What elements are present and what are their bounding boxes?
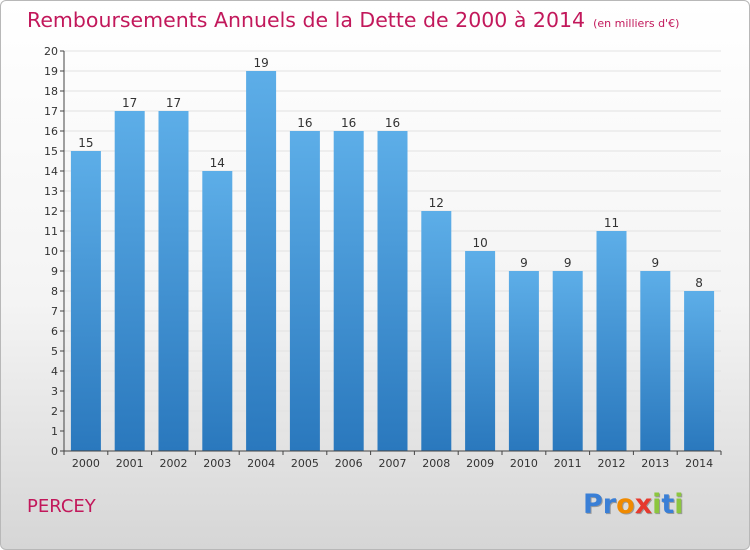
x-tick-label: 2003 — [203, 457, 231, 470]
bar — [508, 271, 539, 451]
y-tick-label: 18 — [44, 85, 58, 98]
x-tick-label: 2013 — [641, 457, 669, 470]
place-name: PERCEY — [27, 496, 96, 517]
bar — [114, 111, 145, 451]
x-tick-label: 2000 — [72, 457, 100, 470]
logo-letter: o — [616, 489, 635, 520]
y-tick-label: 0 — [51, 445, 58, 458]
bar — [465, 251, 496, 451]
bar-value-label: 11 — [604, 216, 619, 230]
y-tick-label: 16 — [44, 125, 58, 138]
bar-value-label: 16 — [385, 116, 400, 130]
y-tick-label: 5 — [51, 345, 58, 358]
chart-title: Remboursements Annuels de la Dette de 20… — [27, 8, 680, 32]
x-axis: 2000 2001 2002 2003 2004 2005 2006 2007 2008 2009… — [63, 450, 722, 470]
bar — [552, 271, 583, 451]
logo-letter: P — [583, 489, 603, 520]
y-tick-label: 19 — [44, 65, 58, 78]
bar — [246, 71, 277, 451]
chart-subtitle: (en milliers d'€) — [593, 17, 680, 30]
x-tick-label: 2007 — [379, 457, 407, 470]
x-tick-label: 2002 — [160, 457, 188, 470]
y-tick-label: 17 — [44, 105, 58, 118]
bar-value-label: 16 — [297, 116, 312, 130]
bar — [202, 171, 233, 451]
x-tick-label: 2012 — [598, 457, 626, 470]
bar-value-label: 10 — [472, 236, 487, 250]
bar-value-label: 17 — [166, 96, 181, 110]
bar-value-label: 9 — [651, 256, 659, 270]
y-tick-label: 13 — [44, 185, 58, 198]
bar-value-label: 19 — [253, 56, 268, 70]
bar — [421, 211, 452, 451]
bar — [640, 271, 671, 451]
bar-value-label: 14 — [210, 156, 225, 170]
y-tick-label: 1 — [51, 425, 58, 438]
logo-letter: x — [634, 489, 653, 520]
y-tick-label: 7 — [51, 305, 58, 318]
y-tick-label: 2 — [51, 405, 58, 418]
logo-letter: r — [602, 489, 617, 520]
bar-value-label: 8 — [695, 276, 703, 290]
x-tick-label: 2011 — [554, 457, 582, 470]
y-tick-label: 3 — [51, 385, 58, 398]
y-tick-label: 15 — [44, 145, 58, 158]
bar — [289, 131, 320, 451]
bar-value-label: 16 — [341, 116, 356, 130]
bar-value-label: 17 — [122, 96, 137, 110]
x-tick-label: 2014 — [685, 457, 713, 470]
y-tick-label: 20 — [44, 45, 58, 58]
x-tick-label: 2001 — [116, 457, 144, 470]
x-tick-label: 2004 — [247, 457, 275, 470]
bars: 15 17 17 14 19 16 16 16 12 10 9 9 11 9 8 — [70, 56, 715, 451]
bar — [70, 151, 101, 451]
bar — [596, 231, 627, 451]
logo-letter: t — [661, 489, 675, 520]
x-tick-label: 2008 — [422, 457, 450, 470]
y-tick-label: 14 — [44, 165, 58, 178]
bar-value-label: 9 — [520, 256, 528, 270]
bar — [333, 131, 364, 451]
bar — [377, 131, 408, 451]
y-tick-label: 12 — [44, 205, 58, 218]
x-tick-label: 2006 — [335, 457, 363, 470]
y-tick-label: 6 — [51, 325, 58, 338]
logo-letter: i — [652, 489, 662, 520]
bar — [158, 111, 189, 451]
proxiti-logo[interactable]: Proxiti — [583, 489, 684, 520]
bar-value-label: 15 — [78, 136, 93, 150]
bar-value-label: 9 — [564, 256, 572, 270]
x-tick-label: 2009 — [466, 457, 494, 470]
y-tick-label: 10 — [44, 245, 58, 258]
logo-letter: i — [674, 489, 684, 520]
x-tick-label: 2005 — [291, 457, 319, 470]
bar-value-label: 12 — [429, 196, 444, 210]
y-tick-label: 8 — [51, 285, 58, 298]
bar — [684, 291, 715, 451]
x-tick-label: 2010 — [510, 457, 538, 470]
y-tick-label: 9 — [51, 265, 58, 278]
y-tick-label: 11 — [44, 225, 58, 238]
y-tick-label: 4 — [51, 365, 58, 378]
